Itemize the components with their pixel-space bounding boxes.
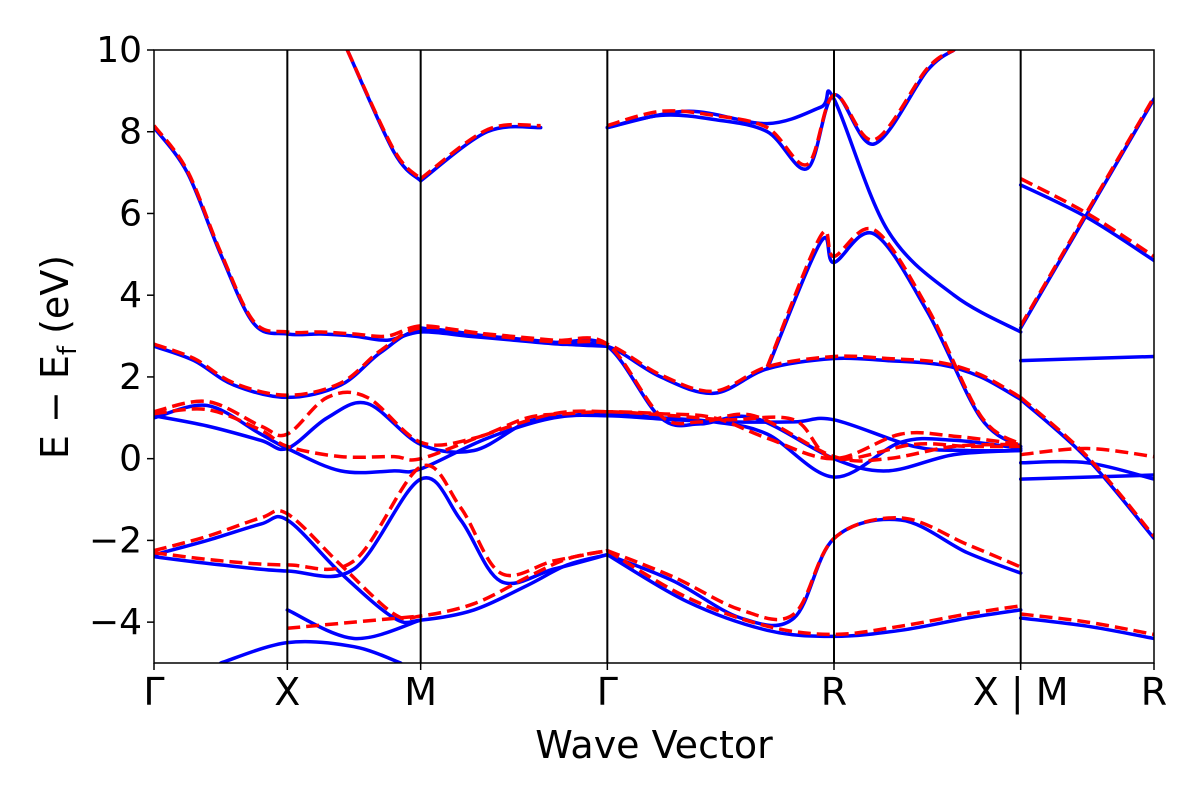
y-axis-label-sub: f xyxy=(53,345,83,355)
dashed-band-line-3 xyxy=(154,407,1021,462)
x-axis-ticks: Γ X M Γ R X | M R xyxy=(143,663,1167,715)
k-point-label: R xyxy=(1141,670,1167,714)
dashed-band-line-17 xyxy=(1020,612,1154,637)
solid-band-line-17 xyxy=(1018,183,1154,263)
k-point-label: X xyxy=(274,670,300,714)
solid-band-line-10 xyxy=(218,639,403,663)
solid-band-line-1 xyxy=(1018,354,1154,363)
solid-band-line-6 xyxy=(154,476,610,586)
dashed-band-line-15 xyxy=(1019,396,1154,538)
y-tick-label: −4 xyxy=(89,602,142,643)
x-axis-label: Wave Vector xyxy=(535,723,773,767)
y-tick-label: 2 xyxy=(119,357,142,398)
dashed-band-line-16 xyxy=(1020,446,1154,459)
solid-band-line-9 xyxy=(285,608,423,641)
y-axis-ticks: −4 −2 0 2 4 6 8 10 xyxy=(89,30,154,643)
y-axis-label: E − Ef (eV) xyxy=(33,255,83,459)
solid-band-line-22 xyxy=(1018,616,1154,641)
solid-band-line-21 xyxy=(1018,459,1154,481)
high-symmetry-lines xyxy=(286,50,1022,663)
dashed-band-line-1 xyxy=(154,325,1021,463)
solid-band-line-8 xyxy=(605,552,1023,639)
dashed-band-line-14 xyxy=(1019,96,1154,327)
dashed-band-line-6 xyxy=(606,516,1022,622)
y-tick-label: 8 xyxy=(119,112,142,153)
y-tick-label: 4 xyxy=(119,275,142,316)
dashed-band-line-10 xyxy=(345,50,422,181)
y-tick-label: 6 xyxy=(119,193,142,234)
plot-frame xyxy=(153,49,1155,664)
dashed-band-line-4 xyxy=(154,508,608,621)
band-lines xyxy=(154,50,1154,663)
y-tick-label: 10 xyxy=(96,30,142,71)
k-point-label: Γ xyxy=(597,670,618,714)
dashed-band-line-11 xyxy=(606,50,956,167)
dashed-band-line-8 xyxy=(287,614,421,631)
dashed-band-line-12 xyxy=(765,226,1022,446)
solid-band-line-7 xyxy=(605,517,1023,628)
solid-band-line-11 xyxy=(418,124,543,183)
y-tick-label: −2 xyxy=(89,520,142,561)
y-axis-label-main: E − E xyxy=(33,355,77,459)
k-point-label: M xyxy=(404,670,437,714)
dashed-band-line-5 xyxy=(154,463,608,578)
k-point-label: X | M xyxy=(973,670,1069,715)
dashed-band-line-13 xyxy=(1019,177,1154,258)
y-tick-label: 0 xyxy=(119,439,142,480)
k-point-label: R xyxy=(821,670,847,714)
dashed-band-line-9 xyxy=(419,122,541,181)
solid-band-line-13 xyxy=(605,50,956,171)
y-axis-label-unit: (eV) xyxy=(33,255,77,346)
k-point-label: Γ xyxy=(143,670,164,714)
